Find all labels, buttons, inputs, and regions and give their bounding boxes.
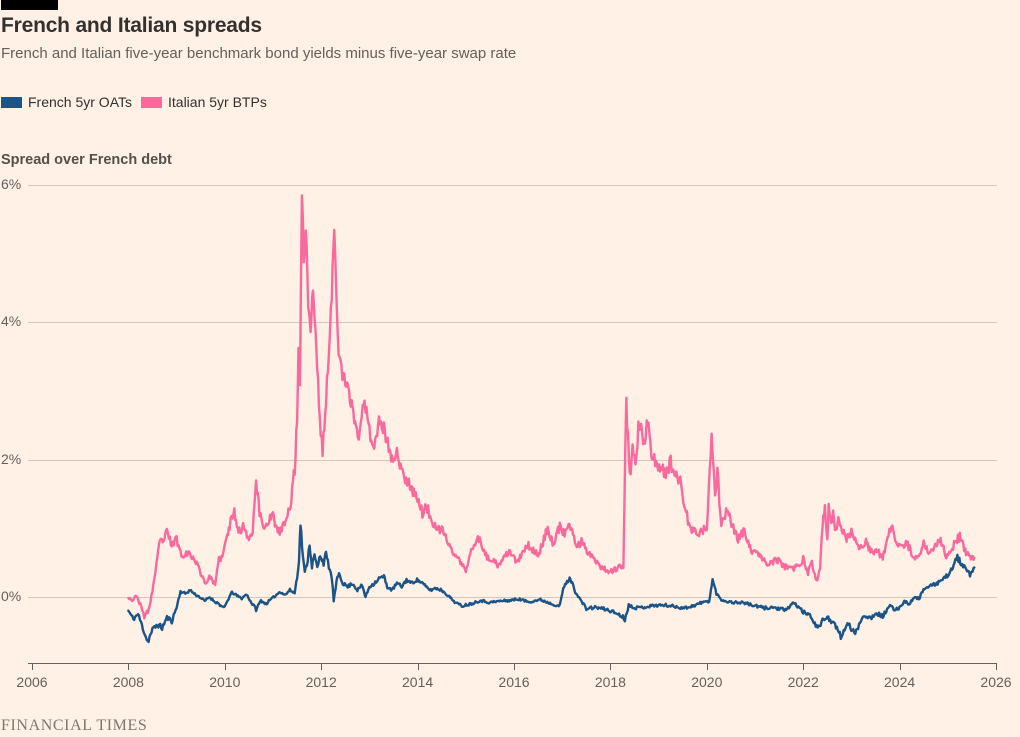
ft-top-bar [1, 0, 58, 10]
legend-item-italian: Italian 5yr BTPs [141, 94, 267, 110]
x-tick-mark [899, 663, 901, 670]
x-tick-mark [706, 663, 708, 670]
x-tick-label: 2026 [980, 674, 1012, 690]
line-italian-5yr-btps [127, 194, 976, 620]
x-tick-label: 2010 [209, 674, 241, 690]
x-tick-mark [32, 663, 33, 670]
y-tick-label: 0% [1, 588, 22, 604]
x-tick-mark [224, 663, 226, 670]
x-tick-label: 2014 [402, 674, 434, 690]
legend: French 5yr OATs Italian 5yr BTPs [1, 94, 267, 110]
chart-title: French and Italian spreads [1, 14, 262, 37]
x-tick-mark [514, 663, 515, 670]
x-tick-label: 2016 [498, 674, 530, 690]
x-tick-label: 2012 [305, 674, 337, 690]
gridline-4% [28, 322, 997, 324]
x-tick-label: 2024 [884, 674, 916, 690]
ft-brand-footer: FINANCIAL TIMES [1, 717, 148, 734]
x-tick-label: 2008 [112, 674, 144, 690]
x-tick-mark [803, 663, 805, 670]
x-tick-mark [610, 663, 612, 670]
x-tick-mark [128, 663, 130, 670]
y-tick-label: 2% [1, 450, 22, 467]
gridline-0% [28, 597, 997, 598]
x-tick-label: 2020 [691, 674, 723, 690]
x-axis-line [28, 663, 997, 664]
y-axis-title: Spread over French debt [1, 152, 172, 168]
x-tick-label: 2022 [787, 674, 819, 690]
y-tick-label: 6% [1, 175, 22, 192]
x-tick-mark [417, 663, 419, 670]
chart-subtitle: French and Italian five-year benchmark b… [1, 45, 517, 62]
gridline-6% [28, 184, 997, 186]
y-tick-label: 4% [1, 313, 22, 330]
x-tick-label: 2006 [16, 674, 48, 690]
line-french-5yr-oats [127, 524, 976, 644]
gridline-2% [28, 459, 997, 461]
x-tick-mark [321, 663, 323, 670]
legend-label-french: French 5yr OATs [28, 94, 132, 110]
x-tick-label: 2018 [594, 674, 626, 690]
legend-item-french: French 5yr OATs [1, 94, 132, 110]
x-tick-mark [996, 663, 997, 670]
french-series-swatch [1, 96, 22, 108]
legend-label-italian: Italian 5yr BTPs [168, 94, 267, 110]
italian-series-swatch [141, 96, 162, 108]
